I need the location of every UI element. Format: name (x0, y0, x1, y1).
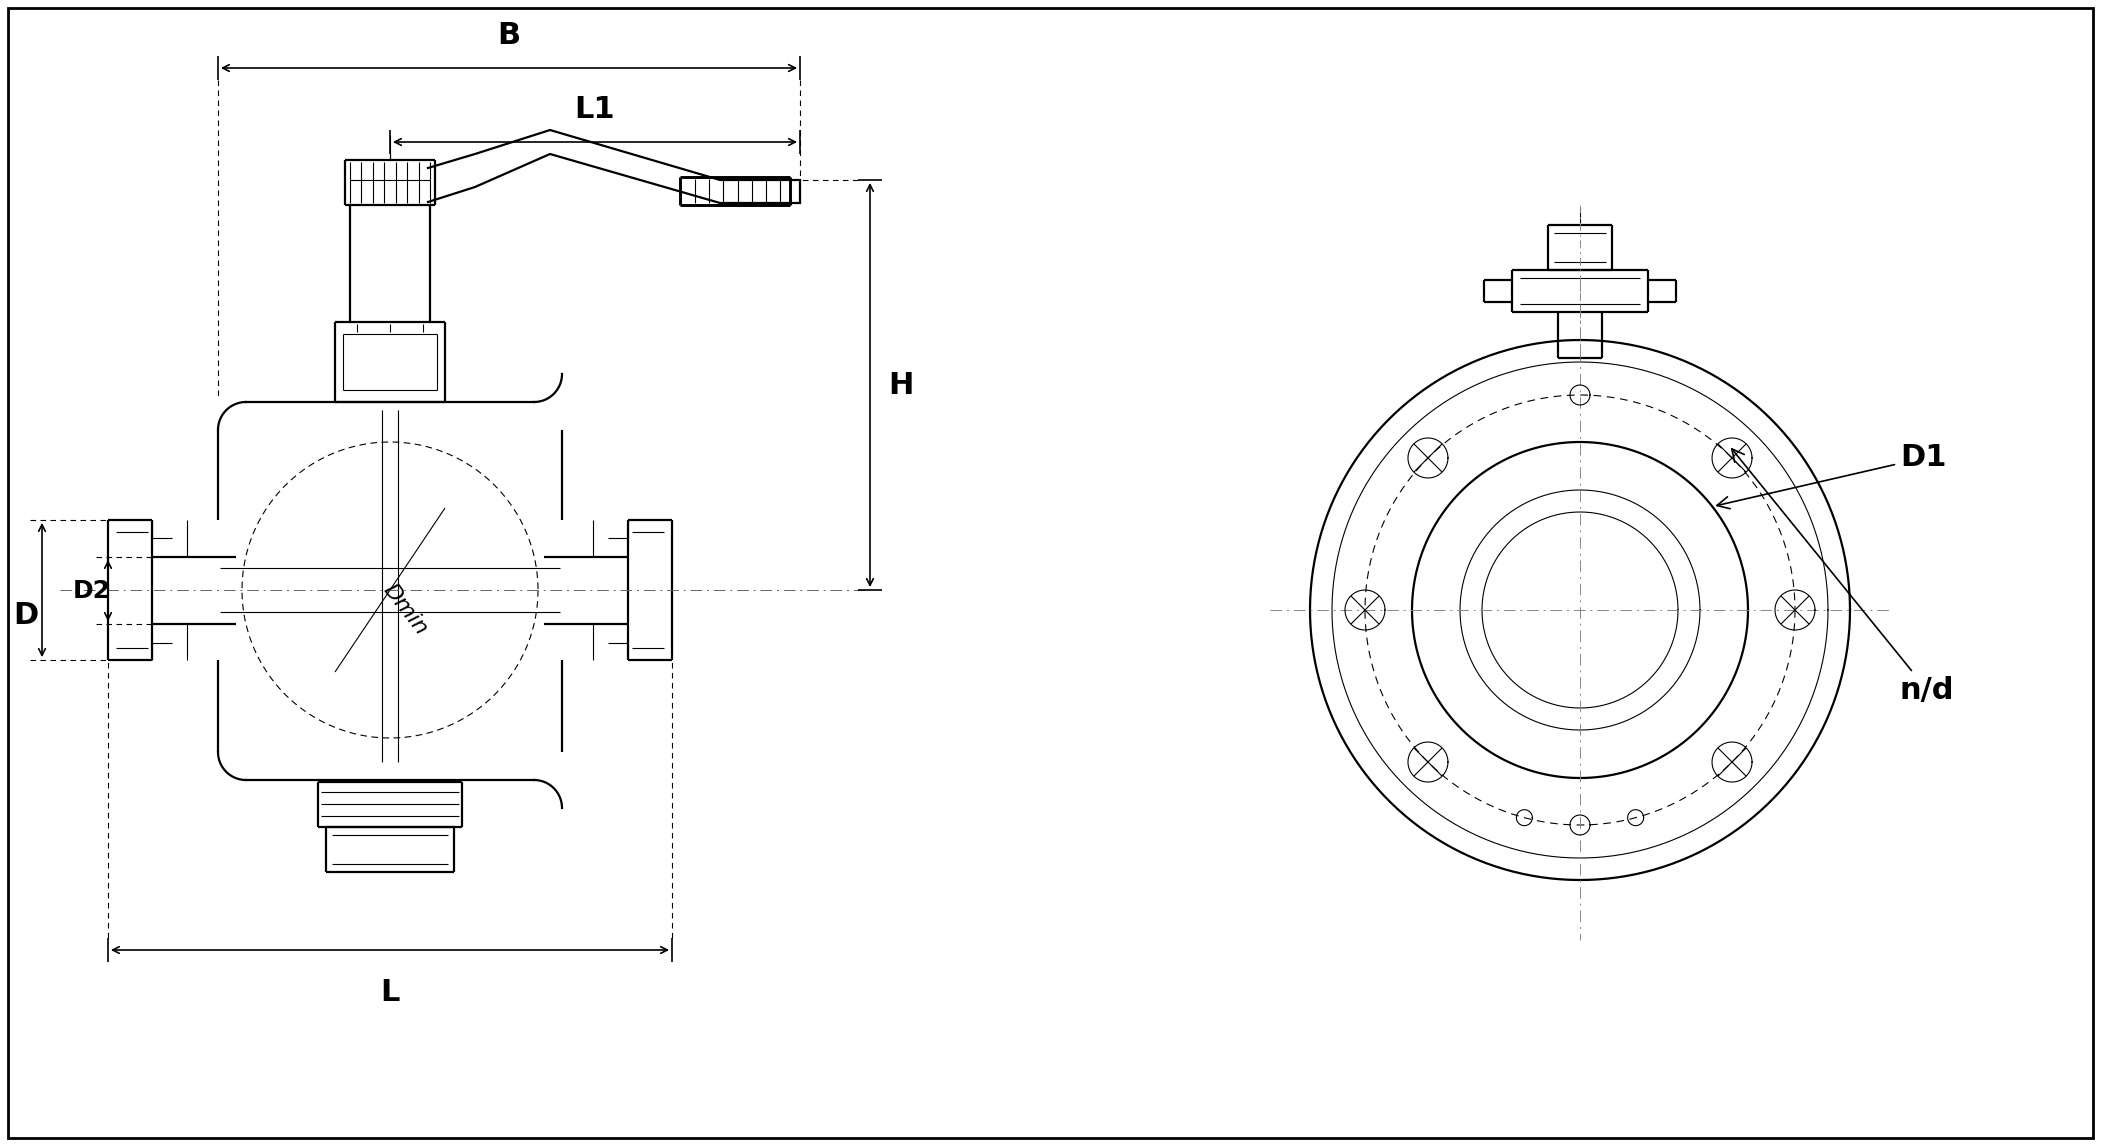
Text: H: H (889, 370, 914, 399)
Text: B: B (498, 21, 521, 50)
Text: n/d: n/d (1731, 448, 1954, 704)
Text: D1: D1 (1717, 444, 1946, 509)
Text: L1: L1 (576, 95, 616, 124)
Text: D2: D2 (74, 578, 111, 602)
Text: L: L (380, 978, 399, 1007)
Text: Dmin: Dmin (378, 580, 431, 639)
Text: D: D (13, 601, 38, 630)
